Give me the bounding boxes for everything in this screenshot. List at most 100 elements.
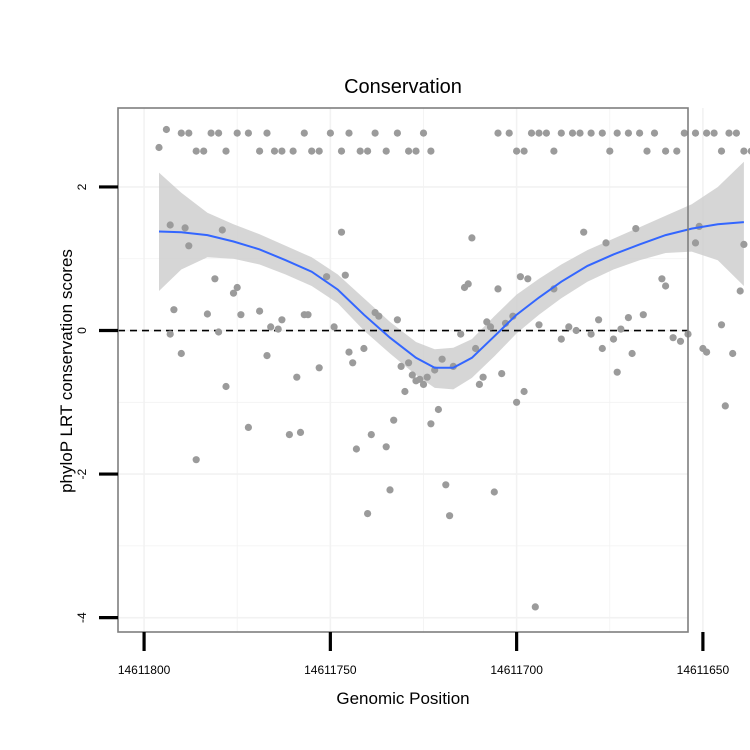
data-point bbox=[490, 488, 498, 496]
data-point bbox=[557, 129, 565, 137]
data-point bbox=[397, 362, 405, 370]
data-point bbox=[278, 147, 286, 155]
data-point bbox=[218, 226, 226, 234]
data-point bbox=[609, 335, 618, 343]
data-point bbox=[390, 416, 398, 424]
data-point bbox=[613, 129, 621, 137]
data-point bbox=[483, 318, 491, 326]
x-axis-label: Genomic Position bbox=[336, 689, 469, 708]
data-point bbox=[434, 405, 442, 414]
data-point bbox=[703, 129, 711, 137]
data-point bbox=[516, 273, 525, 281]
data-point bbox=[244, 423, 252, 431]
data-point bbox=[736, 287, 744, 295]
data-point bbox=[520, 387, 528, 396]
data-point bbox=[632, 225, 640, 233]
data-point bbox=[300, 129, 308, 137]
data-point bbox=[542, 129, 551, 137]
data-point bbox=[725, 129, 733, 137]
data-point bbox=[535, 129, 543, 137]
data-point bbox=[673, 147, 681, 155]
confidence-band bbox=[159, 161, 744, 390]
data-point bbox=[527, 129, 536, 137]
y-tick-label: 2 bbox=[75, 183, 89, 190]
data-point bbox=[412, 147, 420, 155]
data-point bbox=[382, 147, 390, 155]
data-point bbox=[587, 330, 595, 338]
data-point bbox=[535, 321, 543, 329]
y-tick-label: 0 bbox=[75, 327, 89, 334]
data-point bbox=[498, 370, 506, 378]
panel-border bbox=[117, 107, 689, 633]
data-point bbox=[524, 275, 532, 283]
data-point bbox=[371, 129, 379, 137]
data-point bbox=[405, 147, 413, 155]
data-point bbox=[576, 129, 584, 137]
data-point bbox=[211, 275, 219, 283]
data-point bbox=[393, 316, 401, 324]
points-layer bbox=[155, 125, 750, 611]
x-tick-label: 14611750 bbox=[304, 663, 357, 677]
data-point bbox=[419, 380, 428, 388]
data-point bbox=[233, 129, 241, 137]
data-point bbox=[691, 129, 700, 137]
data-point bbox=[658, 275, 666, 283]
data-point bbox=[442, 481, 450, 489]
x-tick-label: 14611650 bbox=[677, 663, 730, 677]
data-point bbox=[438, 355, 446, 363]
data-point bbox=[475, 380, 483, 388]
data-point bbox=[747, 147, 750, 155]
data-point bbox=[740, 240, 748, 248]
data-point bbox=[304, 311, 312, 319]
data-point bbox=[345, 348, 353, 356]
smooth-line bbox=[158, 221, 744, 369]
data-point bbox=[643, 147, 651, 155]
data-point bbox=[513, 147, 521, 155]
data-point bbox=[472, 344, 480, 353]
data-point bbox=[237, 311, 245, 319]
x-tick-label: 14611800 bbox=[118, 663, 171, 677]
data-point bbox=[323, 273, 331, 281]
data-point bbox=[308, 147, 316, 155]
grid bbox=[118, 108, 704, 632]
data-point bbox=[662, 282, 670, 290]
data-point bbox=[691, 239, 700, 247]
data-point bbox=[717, 147, 726, 155]
data-point bbox=[509, 312, 517, 320]
data-point bbox=[520, 147, 528, 155]
data-point bbox=[550, 147, 558, 155]
chart-title: Conservation bbox=[344, 76, 462, 98]
data-point bbox=[606, 147, 614, 155]
data-point bbox=[419, 129, 428, 137]
data-point bbox=[598, 344, 606, 353]
data-point bbox=[293, 373, 301, 381]
data-point bbox=[721, 402, 729, 410]
data-point bbox=[166, 221, 174, 229]
data-point bbox=[337, 147, 346, 155]
data-point bbox=[427, 420, 435, 428]
smooth-line-layer bbox=[158, 221, 744, 369]
data-point bbox=[170, 306, 178, 314]
data-point bbox=[285, 431, 293, 439]
data-point bbox=[405, 359, 413, 367]
data-point bbox=[457, 330, 465, 338]
data-point bbox=[233, 283, 241, 292]
data-point bbox=[185, 129, 193, 137]
data-point bbox=[486, 323, 495, 331]
x-tick-label: 14611700 bbox=[490, 663, 543, 677]
data-point bbox=[256, 307, 264, 315]
data-point bbox=[289, 147, 297, 155]
data-point bbox=[207, 129, 215, 137]
data-point bbox=[177, 129, 185, 137]
data-point bbox=[568, 129, 577, 137]
data-point bbox=[513, 398, 521, 406]
data-point bbox=[628, 349, 636, 358]
data-point bbox=[408, 371, 416, 379]
data-point bbox=[263, 352, 271, 360]
data-point bbox=[244, 129, 252, 137]
data-point bbox=[192, 456, 200, 464]
data-point bbox=[676, 337, 685, 345]
data-point bbox=[364, 147, 372, 155]
data-point bbox=[274, 325, 282, 333]
